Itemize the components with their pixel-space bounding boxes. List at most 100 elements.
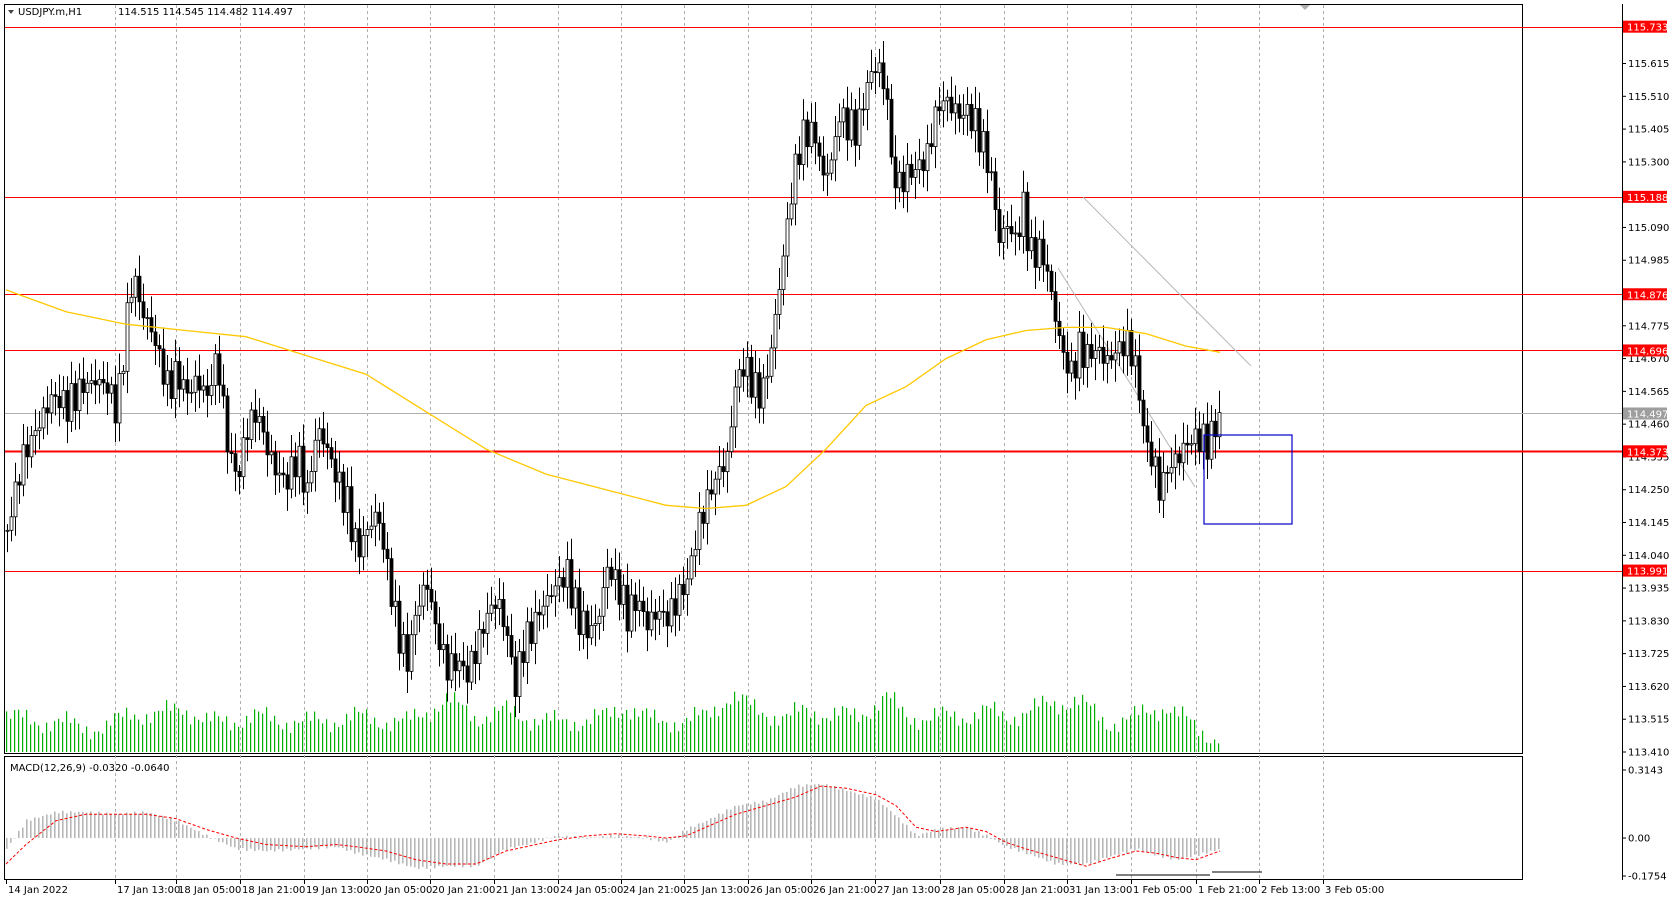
- volume-bar: [958, 725, 960, 752]
- candle-body: [1133, 355, 1138, 367]
- macd-hist-bar: [646, 836, 648, 839]
- collapse-triangle-icon[interactable]: [8, 10, 14, 14]
- volume-bar: [510, 712, 512, 752]
- candle-body: [969, 103, 974, 132]
- candle-body: [189, 391, 194, 394]
- volume-bar: [306, 711, 308, 752]
- candle-body: [57, 395, 62, 409]
- candle-body: [389, 558, 394, 607]
- candle-body: [761, 377, 766, 409]
- candle-body: [453, 653, 458, 672]
- macd-hist-bar: [142, 811, 144, 839]
- candle-body: [981, 131, 986, 153]
- volume-bar: [1126, 719, 1128, 752]
- candle-body: [1173, 453, 1178, 468]
- volume-bar: [1062, 705, 1064, 752]
- candle-body: [133, 275, 138, 298]
- macd-hist-bar: [794, 788, 796, 839]
- volume-bar: [722, 708, 724, 752]
- macd-hist-bar: [858, 794, 860, 839]
- macd-tick-label: 0.00: [1628, 834, 1650, 845]
- candle-body: [1097, 346, 1102, 351]
- candle-body: [345, 486, 350, 513]
- price-tick-label: 114.670: [1628, 354, 1669, 365]
- candle-body: [165, 370, 170, 385]
- candle-body: [1029, 237, 1034, 252]
- volume-bar: [438, 711, 440, 752]
- macd-hist-bar: [610, 835, 612, 839]
- macd-tick-label: 0.3143: [1628, 766, 1663, 777]
- level-tag: [1623, 445, 1667, 458]
- macd-hist-bar: [710, 818, 712, 839]
- macd-hist-bar: [442, 838, 444, 868]
- candle-body: [1037, 238, 1042, 268]
- volume-bar: [942, 706, 944, 752]
- macd-hist-bar: [1202, 838, 1204, 853]
- macd-hist-bar: [354, 838, 356, 854]
- candle-body: [1121, 341, 1126, 357]
- volume-bar: [378, 727, 380, 752]
- volume-bar: [1026, 713, 1028, 752]
- candle-body: [301, 445, 306, 493]
- macd-hist-bar: [1086, 838, 1088, 863]
- time-label: 18 Jan 05:00: [178, 885, 241, 896]
- macd-hist-bar: [942, 827, 944, 839]
- candle-body: [377, 511, 382, 524]
- candle-body: [661, 610, 666, 613]
- candle-body: [933, 106, 938, 147]
- time-label: 1 Feb 21:00: [1198, 885, 1257, 896]
- macd-hist-bar: [1070, 838, 1072, 865]
- candle-body: [765, 375, 770, 379]
- candle-body: [1181, 442, 1186, 464]
- macd-hist-bar: [1214, 838, 1216, 852]
- price-tick-label: 114.040: [1628, 551, 1669, 562]
- volume-bar: [818, 724, 820, 752]
- volume-bar: [730, 704, 732, 752]
- macd-hist-bar: [470, 838, 472, 868]
- macd-hist-bar: [702, 822, 704, 839]
- macd-hist-bar: [822, 784, 824, 839]
- volume-bar: [102, 733, 104, 752]
- volume-bar: [142, 724, 144, 752]
- macd-hist-bar: [414, 838, 416, 868]
- volume-bar: [934, 708, 936, 752]
- volume-bar: [762, 712, 764, 752]
- volume-bar: [590, 724, 592, 752]
- candle-body: [97, 378, 102, 386]
- macd-hist-bar: [854, 792, 856, 839]
- candle-body: [397, 600, 402, 654]
- candle-body: [361, 535, 366, 558]
- volume-bar: [566, 719, 568, 752]
- volume-bar: [242, 727, 244, 752]
- candle-body: [1197, 428, 1202, 452]
- time-label: 26 Jan 05:00: [750, 885, 813, 896]
- macd-hist-bar: [630, 837, 632, 839]
- macd-hist-bar: [254, 838, 256, 852]
- macd-hist-bar: [394, 838, 396, 861]
- candle-body: [1105, 355, 1110, 364]
- scroll-marker-icon[interactable]: [1300, 5, 1310, 10]
- volume-bar: [446, 693, 448, 752]
- macd-hist-bar: [762, 800, 764, 839]
- macd-hist-bar: [34, 817, 36, 839]
- volume-bar: [742, 694, 744, 752]
- volume-bar: [22, 717, 24, 752]
- candle-body: [525, 621, 530, 663]
- candle-body: [1193, 428, 1198, 445]
- macd-hist-bar: [526, 838, 528, 846]
- macd-hist-bar: [86, 812, 88, 839]
- macd-hist-bar: [1098, 838, 1100, 862]
- candle-body: [329, 447, 334, 460]
- macd-hist-bar: [298, 838, 300, 850]
- volume-bar: [394, 717, 396, 752]
- volume-bar: [946, 710, 948, 752]
- macd-hist-bar: [606, 837, 608, 839]
- volume-bar: [806, 707, 808, 752]
- macd-hist-bar: [242, 838, 244, 849]
- macd-hist-bar: [1050, 838, 1052, 861]
- candle-body: [721, 466, 726, 473]
- volume-bar: [906, 717, 908, 752]
- candle-body: [1213, 420, 1218, 438]
- macd-hist-bar: [102, 814, 104, 839]
- macd-hist-bar: [910, 831, 912, 839]
